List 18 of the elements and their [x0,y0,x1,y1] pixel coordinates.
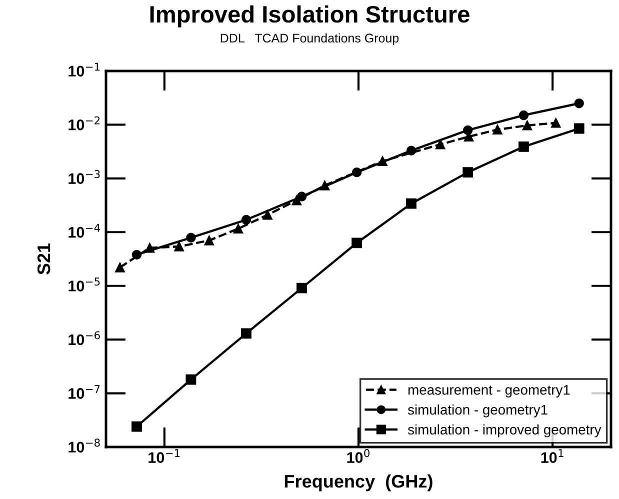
legend-label: simulation - improved geometry [408,424,602,438]
legend-label: measurement - geometry1 [408,385,570,398]
x-axis-title: Frequency (GHz) [284,474,432,492]
chart-subtitle: DDL TCAD Foundations Group [220,33,399,46]
y-tick-label: 10$^{−1}$ [68,62,100,77]
y-tick-label: 10$^{−2}$ [68,116,100,130]
y-tick-label: 10$^{−8}$ [68,438,100,453]
chart-title: Improved Isolation Structure [150,5,470,28]
y-tick-label: 10$^{−7}$ [68,385,100,399]
x-tick-label: 10$^{0}$ [347,449,370,463]
x-tick-label: 10$^{1}$ [541,449,564,463]
x-tick-label: 10$^{−1}$ [148,449,180,463]
y-tick-label: 10$^{−3}$ [68,170,100,184]
y-tick-label: 10$^{−4}$ [68,224,100,238]
y-tick-label: 10$^{−5}$ [68,278,100,292]
legend-label: simulation - geometry1 [408,404,548,418]
y-tick-label: 10$^{−6}$ [68,331,100,346]
y-axis-title: S21 [37,243,50,275]
